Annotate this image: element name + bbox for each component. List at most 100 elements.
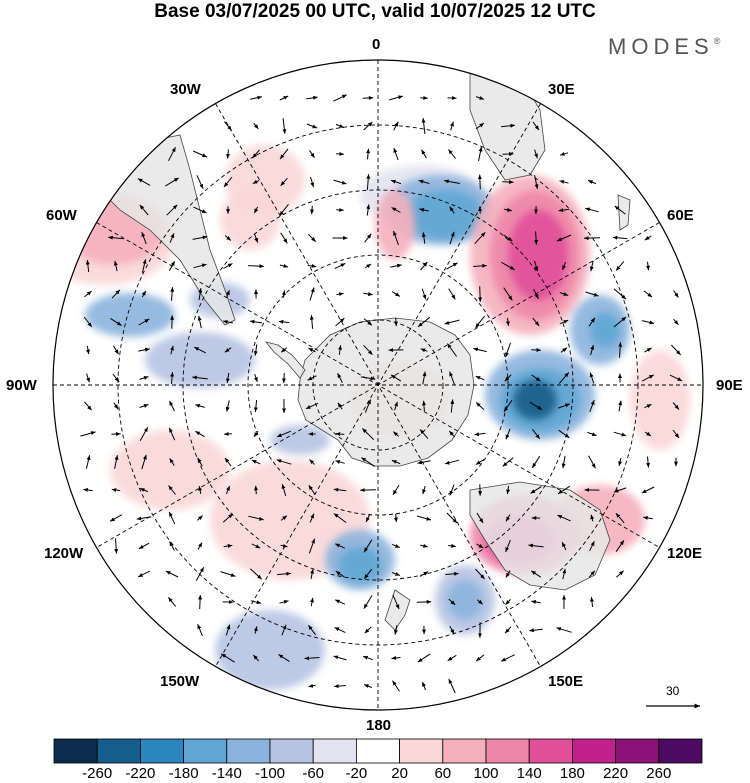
land-masses — [89, 69, 631, 631]
wind-arrow — [279, 263, 289, 268]
wind-arrow — [276, 430, 292, 438]
wind-arrow — [559, 180, 569, 184]
wind-arrow — [529, 401, 543, 411]
wind-arrow — [532, 121, 540, 131]
wind-arrow — [84, 290, 92, 298]
anomaly-area — [375, 190, 415, 260]
wind-arrow — [80, 431, 96, 437]
wind-arrow — [333, 94, 347, 102]
brand-logo: MODES® — [608, 34, 720, 60]
wind-arrow — [224, 347, 232, 353]
colorbar-swatch — [312, 738, 357, 764]
wind-arrow — [419, 207, 429, 212]
wind-arrow — [333, 513, 347, 523]
wind-arrow — [446, 262, 458, 270]
wind-arrow — [335, 432, 345, 437]
wind-arrow — [476, 512, 484, 524]
wind-arrow — [223, 176, 233, 188]
lon-label-30w: 30W — [170, 81, 201, 98]
wind-arrow — [192, 150, 208, 158]
wind-arrow — [392, 594, 400, 610]
wind-arrow — [281, 483, 287, 497]
wind-arrow — [85, 345, 90, 355]
wind-arrow — [168, 427, 176, 441]
lon-label-90w: 90W — [6, 377, 37, 394]
wind-arrow — [448, 149, 456, 159]
colorbar — [53, 738, 703, 764]
wind-arrow — [310, 205, 315, 215]
wind-arrow — [673, 290, 679, 298]
wind-arrow — [363, 684, 373, 688]
wind-arrow — [505, 428, 511, 440]
wind-arrow — [84, 401, 92, 411]
wind-arrow — [531, 348, 541, 353]
wind-arrow — [614, 205, 626, 215]
wind-arrow — [308, 484, 316, 496]
wind-arrow — [475, 96, 485, 100]
wind-arrow — [141, 454, 147, 470]
wind-arrow — [669, 374, 683, 382]
colorbar-swatch — [572, 738, 617, 764]
wind-arrow — [279, 600, 289, 604]
wind-arrow — [503, 399, 513, 413]
wind-arrow — [585, 291, 599, 297]
wind-arrow — [251, 543, 261, 549]
lon-label-60e: 60E — [667, 207, 694, 224]
colorbar-swatch — [355, 738, 400, 764]
wind-arrow — [671, 344, 681, 356]
wind-arrow — [366, 174, 371, 190]
wind-arrow — [391, 572, 401, 576]
colorbar-swatch — [485, 738, 530, 764]
wind-arrow — [673, 318, 679, 326]
wind-arrow — [534, 149, 538, 159]
colorbar-tick-label: 20 — [391, 765, 408, 782]
wind-vectors — [80, 94, 683, 694]
wind-arrow — [253, 430, 259, 438]
wind-arrow — [392, 484, 400, 496]
wind-arrow — [557, 514, 571, 522]
wind-arrow — [558, 403, 570, 409]
wind-arrow — [111, 431, 121, 436]
wind-arrow — [421, 400, 426, 412]
wind-arrow — [170, 372, 175, 384]
wind-arrow — [533, 288, 539, 300]
wind-arrow — [558, 208, 570, 213]
map-title: Base 03/07/2025 00 UTC, valid 10/07/2025… — [154, 1, 596, 22]
wind-arrow — [165, 177, 179, 187]
wind-arrow — [252, 654, 260, 662]
wind-arrow — [309, 150, 315, 158]
wind-arrow — [559, 292, 569, 296]
wind-arrow — [420, 95, 428, 100]
wind-arrow — [225, 624, 231, 636]
wind-arrow — [334, 626, 346, 634]
wind-arrow — [391, 459, 401, 465]
wind-arrow — [589, 597, 594, 607]
wind-arrow — [333, 179, 347, 185]
wind-arrow — [333, 487, 347, 492]
wind-arrow — [251, 459, 261, 465]
wind-arrow — [447, 654, 457, 662]
wind-arrow — [474, 432, 486, 437]
wind-arrow — [363, 344, 373, 356]
wind-arrow — [421, 288, 427, 300]
wind-arrow — [478, 286, 483, 302]
wind-arrow — [226, 149, 230, 159]
wind-arrow — [138, 318, 150, 326]
wind-arrow — [585, 207, 599, 213]
wind-arrow — [253, 233, 259, 243]
wind-arrow — [137, 570, 151, 578]
wind-arrow — [641, 320, 655, 325]
wind-arrow — [308, 683, 316, 688]
wind-arrow — [136, 516, 152, 521]
wind-arrow — [309, 513, 315, 523]
colorbar-tick-label: -180 — [168, 765, 199, 782]
wind-arrow — [475, 568, 485, 580]
wind-arrow — [192, 375, 208, 380]
wind-arrow — [562, 568, 567, 580]
wind-arrow — [364, 626, 372, 634]
wind-arrow — [421, 232, 426, 244]
wind-arrow — [501, 123, 515, 128]
wind-arrow — [361, 457, 375, 467]
wind-arrow — [168, 260, 176, 272]
wind-arrow — [478, 206, 483, 214]
